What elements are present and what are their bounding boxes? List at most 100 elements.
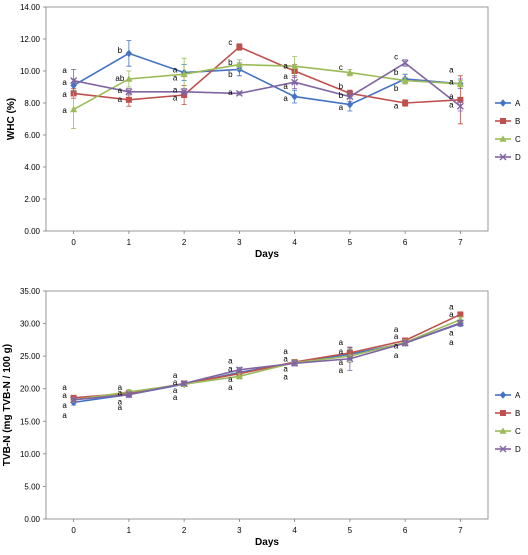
point-0-D-7	[456, 102, 464, 110]
legend-entry-1-C: C	[495, 427, 521, 436]
point-0-A-1	[125, 49, 133, 58]
point-0-A-4	[291, 92, 298, 101]
annotation-letter-0-9: a	[173, 73, 178, 82]
legend-marker-1-A	[499, 391, 507, 399]
y-tick-label-0-5: 10.00	[20, 67, 41, 76]
annotation-letter-0-7: a	[118, 95, 123, 104]
x-tick-label-0-6: 6	[403, 238, 408, 247]
point-0-D-6	[401, 59, 409, 67]
legend-marker-0-A	[499, 99, 507, 107]
series-line-0-B	[73, 46, 461, 104]
annotation-letter-1-24: a	[394, 325, 399, 334]
annotation-letter-1-26: a	[394, 342, 399, 351]
annotation-letter-0-22: b	[339, 91, 344, 100]
annotation-letter-1-13: a	[228, 365, 233, 374]
annotation-letter-0-13: b	[228, 58, 233, 67]
legend-label-0-C: C	[515, 135, 521, 144]
series-line-1-D	[73, 322, 461, 401]
legend-marker-1-B	[500, 410, 506, 416]
point-0-D-4	[291, 78, 299, 86]
x-tick-label-0-2: 2	[182, 238, 187, 247]
annotation-letter-0-11: a	[173, 93, 178, 102]
annotation-letter-1-11: a	[173, 393, 178, 402]
annotation-letter-1-27: a	[394, 351, 399, 360]
legend-entry-0-C: C	[495, 135, 521, 144]
annotation-letter-1-1: a	[62, 391, 67, 400]
annotation-letter-1-14: a	[228, 375, 233, 384]
annotation-letter-1-18: a	[283, 365, 288, 374]
point-0-D-3	[235, 89, 243, 97]
legend-entry-0-B: B	[495, 117, 520, 126]
x-tick-label-1-2: 2	[182, 526, 187, 535]
series-0-D	[70, 59, 464, 112]
series-line-1-C	[73, 318, 461, 401]
point-1-C-3	[235, 372, 243, 380]
y-tick-label-0-6: 12.00	[20, 35, 41, 44]
point-0-B-7	[457, 96, 464, 103]
point-0-C-0	[70, 105, 78, 113]
x-axis-label-0: Days	[255, 249, 279, 260]
legend-label-1-C: C	[515, 427, 521, 436]
annotation-letter-0-18: a	[283, 82, 288, 91]
point-1-D-3	[235, 366, 243, 374]
annotation-letter-1-10: a	[173, 386, 178, 395]
legend-entry-0-D: D	[495, 153, 521, 162]
annotation-letter-1-3: a	[62, 411, 67, 420]
legend-entry-1-D: D	[495, 445, 521, 454]
legend-marker-1-D	[499, 445, 507, 453]
x-tick-label-0-0: 0	[71, 238, 76, 247]
annotation-letter-0-24: c	[394, 53, 398, 62]
point-1-D-2	[180, 380, 188, 387]
annotation-letter-1-21: a	[339, 347, 344, 356]
y-tick-label-1-4: 20.00	[20, 385, 41, 394]
legend-marker-0-B	[500, 118, 506, 124]
annotation-letter-1-15: a	[228, 383, 233, 392]
annotation-letter-0-19: a	[283, 94, 288, 103]
point-0-D-2	[180, 88, 188, 96]
annotation-letter-1-31: a	[449, 338, 454, 347]
annotation-letter-1-9: a	[173, 378, 178, 387]
annotation-letter-1-0: a	[62, 383, 67, 392]
legend-label-1-A: A	[515, 391, 521, 400]
point-1-D-6	[401, 339, 409, 347]
series-line-1-B	[73, 313, 461, 399]
y-tick-label-1-7: 35.00	[20, 287, 41, 296]
annotation-letter-0-23: a	[339, 103, 344, 112]
annotation-letter-1-8: a	[173, 371, 178, 380]
point-0-C-7	[456, 80, 464, 87]
annotation-letter-1-22: a	[339, 358, 344, 367]
point-0-B-3	[236, 44, 243, 50]
point-1-D-0	[70, 396, 78, 404]
y-tick-label-0-4: 8.00	[24, 99, 40, 108]
annotation-letter-0-17: a	[283, 72, 288, 81]
x-tick-label-1-0: 0	[71, 526, 76, 535]
annotation-letter-1-5: a	[118, 389, 123, 398]
annotation-letter-0-15: a	[228, 88, 233, 97]
annotation-letter-0-28: a	[449, 65, 454, 74]
chart-1: 0.00 5.00 10.00 15.00 20.00 25.00 30.00 35.00 0 1…	[2, 287, 521, 548]
annotation-letter-0-0: a	[62, 66, 67, 75]
y-tick-label-0-2: 4.00	[24, 163, 40, 172]
point-0-A-5	[346, 100, 354, 109]
x-tick-label-1-6: 6	[403, 526, 408, 535]
annotation-letter-1-30: a	[449, 329, 454, 338]
plot-area-0	[45, 6, 489, 232]
annotation-letter-1-16: a	[283, 347, 288, 356]
x-tick-label-0-5: 5	[348, 238, 353, 247]
legend-marker-0-C	[499, 135, 507, 142]
y-axis-label-0: WHC (%)	[6, 98, 17, 140]
point-1-B-7	[457, 311, 464, 318]
legend-label-0-A: A	[515, 99, 521, 108]
legend-label-1-D: D	[515, 445, 521, 454]
annotation-letter-1-17: a	[283, 355, 288, 364]
x-tick-label-0-4: 4	[292, 238, 297, 247]
x-tick-label-0-1: 1	[127, 238, 132, 247]
annotation-letter-1-29: a	[449, 310, 454, 319]
series-line-0-C	[73, 63, 461, 111]
y-tick-label-1-2: 10.00	[20, 450, 41, 459]
annotation-letter-0-26: b	[394, 84, 399, 93]
annotation-letter-0-30: a	[449, 92, 454, 101]
x-tick-label-1-5: 5	[348, 526, 353, 535]
annotation-letter-1-7: a	[118, 403, 123, 412]
legend-label-0-B: B	[515, 117, 520, 126]
